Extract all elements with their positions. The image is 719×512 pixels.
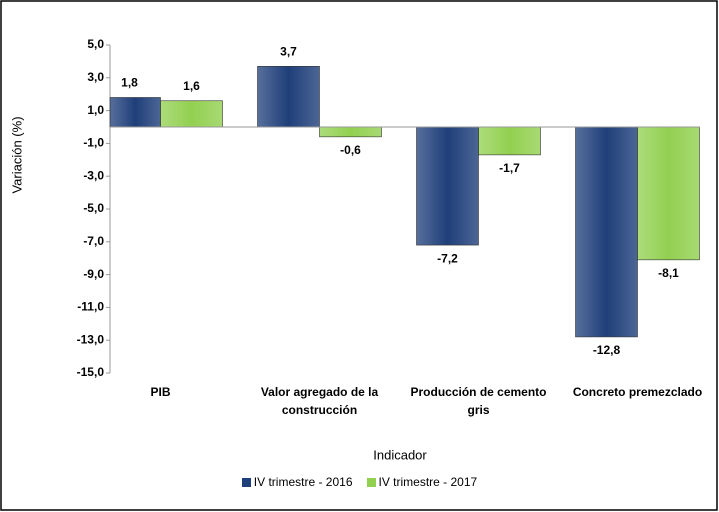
legend-swatch <box>241 478 251 488</box>
data-label: -0,6 <box>340 143 361 157</box>
y-tick-label: -15,0 <box>77 365 105 379</box>
y-tick-label: -9,0 <box>83 267 104 281</box>
x-tick-label: Valor agregado de la construcción <box>260 385 379 417</box>
x-tick-label: Concreto premezclado <box>572 385 703 399</box>
data-label: -7,2 <box>437 251 458 265</box>
x-tick-label: Producción de cemento gris <box>410 385 547 417</box>
y-tick-label: 1,0 <box>87 103 104 117</box>
y-tick-label: -3,0 <box>83 168 104 182</box>
data-label: -8,1 <box>658 266 679 280</box>
x-axis-title: Indicador <box>373 447 427 462</box>
bar <box>575 126 638 338</box>
bar <box>109 97 161 128</box>
legend-swatch <box>366 478 376 488</box>
y-tick-label: 5,0 <box>87 37 104 51</box>
y-tick-label: -11,0 <box>77 300 104 314</box>
bar <box>416 126 479 246</box>
legend-label: IV trimestre - 2016 <box>253 475 353 489</box>
y-axis-title: Variación (%) <box>9 116 24 193</box>
y-tick-label: 3,0 <box>87 70 104 84</box>
bar <box>319 126 382 138</box>
data-label: 1,6 <box>183 79 200 93</box>
y-tick-label: -7,0 <box>83 234 104 248</box>
y-tick-label: -5,0 <box>83 201 104 215</box>
legend-item: IV trimestre - 2017 <box>366 475 478 489</box>
data-label: -1,7 <box>499 161 520 175</box>
bar <box>637 126 700 261</box>
bar <box>478 126 541 156</box>
y-tick-label: -13,0 <box>77 332 105 346</box>
bar <box>160 100 223 128</box>
x-tick-label: PIB <box>150 385 171 399</box>
legend-item: IV trimestre - 2016 <box>241 475 353 489</box>
legend-label: IV trimestre - 2017 <box>378 475 478 489</box>
bar <box>257 66 320 128</box>
data-label: 3,7 <box>280 44 297 58</box>
y-tick-label: -1,0 <box>83 136 104 150</box>
data-label: 1,8 <box>121 76 138 90</box>
legend: IV trimestre - 2016 IV trimestre - 2017 <box>0 475 719 489</box>
data-label: -12,8 <box>593 343 621 357</box>
